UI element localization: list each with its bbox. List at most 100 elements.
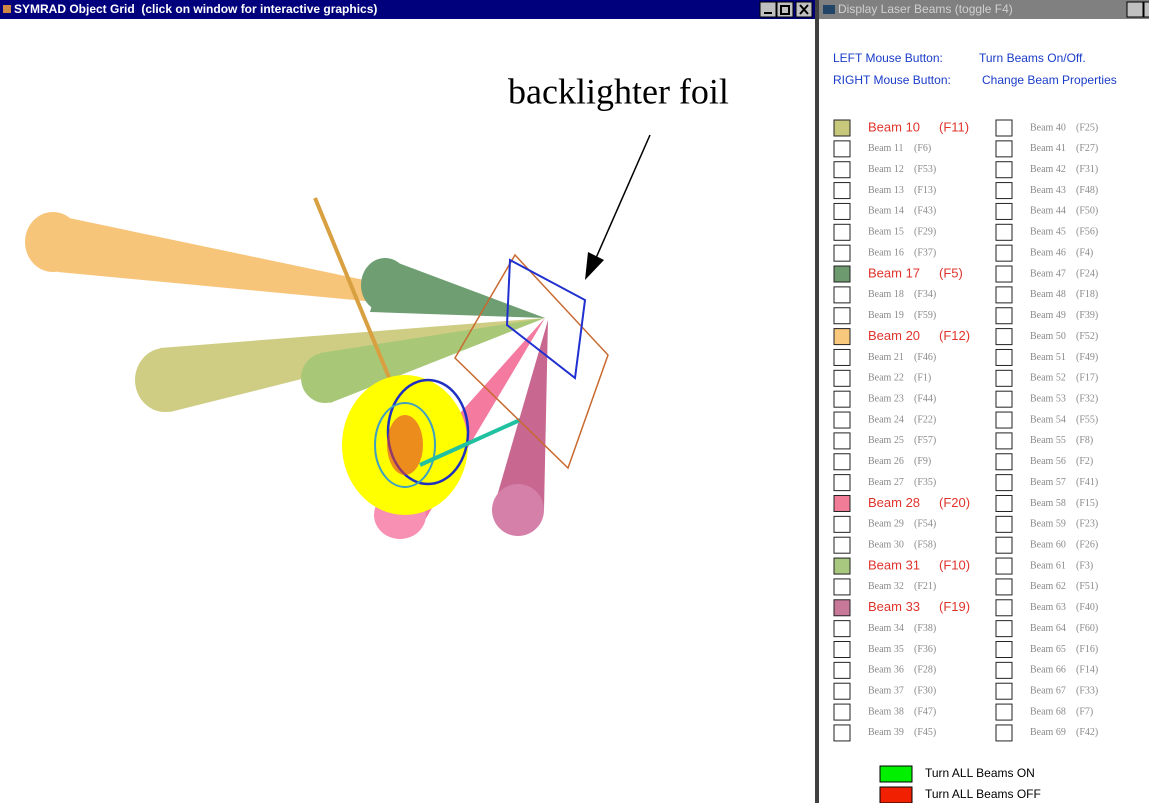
minimize[interactable] (1126, 1, 1144, 18)
beam-checkbox[interactable] (995, 453, 1013, 471)
minimize[interactable] (759, 1, 777, 18)
beam-checkbox[interactable] (833, 703, 851, 721)
beam-checkbox[interactable] (833, 453, 851, 471)
beam-checkbox[interactable] (833, 182, 851, 200)
beam-checkbox[interactable] (995, 599, 1013, 617)
beam-key: (F43) (914, 206, 936, 217)
beam-label: Beam 12 (868, 164, 904, 175)
beam-checkbox[interactable] (995, 390, 1013, 408)
beam-checkbox[interactable] (833, 599, 851, 617)
beam-checkbox[interactable] (833, 369, 851, 387)
window-buttons[interactable] (759, 1, 813, 18)
beam-checkbox[interactable] (995, 286, 1013, 304)
beam-checkbox[interactable] (995, 578, 1013, 596)
beam-checkbox[interactable] (833, 620, 851, 638)
beam-checkbox[interactable] (833, 432, 851, 450)
beam-checkbox[interactable] (833, 244, 851, 262)
beam-checkbox[interactable] (833, 348, 851, 366)
beam-checkbox[interactable] (995, 474, 1013, 492)
beam-key: (F30) (914, 686, 936, 697)
beam-label: Beam 10 (868, 119, 920, 134)
beam-label: Beam 27 (868, 477, 904, 488)
beam-graphic[interactable] (25, 197, 609, 539)
beam-key: (F45) (914, 727, 936, 738)
beam-checkbox[interactable] (995, 661, 1013, 679)
beam-key: (F47) (914, 706, 936, 717)
beam-checkbox[interactable] (995, 244, 1013, 262)
beam-label: Beam 39 (868, 727, 904, 738)
beam-checkbox[interactable] (995, 494, 1013, 512)
beam-checkbox[interactable] (833, 307, 851, 325)
stalk (419, 418, 521, 467)
beam-checkbox[interactable] (833, 641, 851, 658)
beam-checkbox[interactable] (995, 307, 1013, 325)
beam-label: Beam 62 (1030, 581, 1066, 592)
beam-checkbox[interactable] (995, 557, 1013, 575)
instruction-button: RIGHT Mouse Button: (833, 73, 951, 87)
beam-checkbox[interactable] (995, 182, 1013, 200)
beam-checkbox[interactable] (995, 536, 1013, 554)
beam-key: (F18) (1076, 289, 1098, 300)
beam-checkbox[interactable] (995, 202, 1013, 220)
beam-key: (F44) (914, 393, 936, 404)
beam-checkbox[interactable] (995, 328, 1013, 346)
beam-label: Beam 18 (868, 289, 904, 300)
beam-label: Beam 13 (868, 185, 904, 196)
beam-checkbox[interactable] (995, 432, 1013, 450)
maximize[interactable] (1143, 1, 1149, 18)
beam-checkbox[interactable] (995, 682, 1013, 700)
beam-label: Beam 24 (868, 414, 904, 425)
beam-label: Beam 63 (1030, 602, 1066, 613)
beam-label: Beam 36 (868, 665, 904, 676)
beam-key: (F33) (1076, 686, 1098, 697)
beam-checkbox[interactable] (833, 536, 851, 554)
beam-checkbox[interactable] (833, 661, 851, 679)
beam-label: Beam 64 (1030, 623, 1066, 634)
beam-label: Beam 52 (1030, 373, 1066, 384)
beam-checkbox[interactable] (833, 411, 851, 429)
beam-checkbox[interactable] (995, 620, 1013, 638)
beam-checkbox[interactable] (995, 223, 1013, 241)
beam-label: Beam 58 (1030, 498, 1066, 509)
beam-checkbox[interactable] (833, 202, 851, 220)
beam-checkbox[interactable] (833, 140, 851, 158)
beam-checkbox[interactable] (995, 140, 1013, 158)
beam-cone (320, 318, 545, 403)
beam-checkbox[interactable] (995, 161, 1013, 179)
beam-checkbox[interactable] (833, 557, 851, 575)
beam-checkbox[interactable] (995, 265, 1013, 283)
action-button[interactable] (879, 786, 913, 803)
beam-key: (F17) (1076, 373, 1098, 384)
beam-checkbox[interactable] (833, 494, 851, 512)
beam-checkbox[interactable] (833, 682, 851, 700)
beam-checkbox[interactable] (833, 265, 851, 283)
beam-checkbox[interactable] (995, 515, 1013, 533)
beam-checkbox[interactable] (833, 119, 851, 137)
beam-checkbox[interactable] (995, 724, 1013, 742)
beam-checkbox[interactable] (833, 286, 851, 304)
beam-checkbox[interactable] (833, 161, 851, 179)
beam-checkbox[interactable] (995, 703, 1013, 721)
instruction-action: Change Beam Properties (982, 73, 1117, 87)
beam-checkbox[interactable] (833, 578, 851, 596)
beam-checkbox[interactable] (833, 328, 851, 346)
beam-checkbox[interactable] (833, 223, 851, 241)
beam-checkbox[interactable] (995, 641, 1013, 658)
action-button[interactable] (879, 765, 913, 783)
beam-checkbox[interactable] (995, 119, 1013, 137)
beam-checkbox[interactable] (995, 369, 1013, 387)
beam-label: Beam 40 (1030, 122, 1066, 133)
beam-checkbox[interactable] (995, 411, 1013, 429)
beam-checkbox[interactable] (833, 474, 851, 492)
beam-key: (F31) (1076, 164, 1098, 175)
beam-label: Beam 23 (868, 393, 904, 404)
beam-key: (F46) (914, 352, 936, 363)
beam-checkbox[interactable] (833, 390, 851, 408)
beam-key: (F42) (1076, 727, 1098, 738)
beam-checkbox[interactable] (833, 515, 851, 533)
beam-key: (F15) (1076, 498, 1098, 509)
beam-label: Beam 17 (868, 265, 920, 280)
beam-checkbox[interactable] (833, 724, 851, 742)
beam-checkbox[interactable] (995, 348, 1013, 366)
